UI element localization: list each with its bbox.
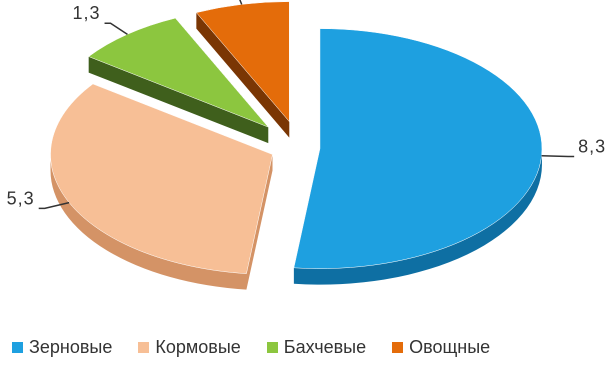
slice-melon (88, 17, 269, 128)
data-label-grain: 8,3 (578, 137, 606, 157)
pie-chart: 8,35,31,31,1 (7, 0, 606, 290)
legend: Зерновые Кормовые Бахчевые Овощные (12, 337, 490, 358)
data-label-fodder: 5,3 (7, 188, 35, 208)
legend-label-melon: Бахчевые (283, 337, 367, 357)
slice-grain (293, 28, 543, 269)
leader-line-vegetable (239, 0, 243, 5)
legend-swatch-melon (266, 342, 278, 353)
pie-tops (50, 1, 543, 274)
data-label-melon: 1,3 (73, 3, 101, 23)
slice-side-melon (88, 18, 269, 144)
legend-item-fodder: Кормовые (138, 337, 241, 358)
legend-item-grain: Зерновые (12, 337, 112, 358)
slice-side-vegetable (196, 1, 290, 138)
legend-item-melon: Бахчевые (266, 337, 367, 358)
legend-label-grain: Зерновые (29, 337, 113, 357)
legend-swatch-fodder (138, 342, 150, 353)
leader-line-melon (104, 22, 128, 35)
legend-label-fodder: Кормовые (155, 337, 241, 357)
legend-label-vegetable: Овощные (409, 337, 491, 357)
pie-labels: 8,35,31,31,1 (7, 0, 606, 210)
leader-line-grain (541, 154, 575, 158)
legend-swatch-grain (12, 342, 23, 353)
leader-line-fodder (38, 201, 70, 210)
legend-item-vegetable: Овощные (392, 337, 490, 358)
slice-vegetable (195, 1, 290, 123)
legend-swatch-vegetable (392, 342, 404, 353)
